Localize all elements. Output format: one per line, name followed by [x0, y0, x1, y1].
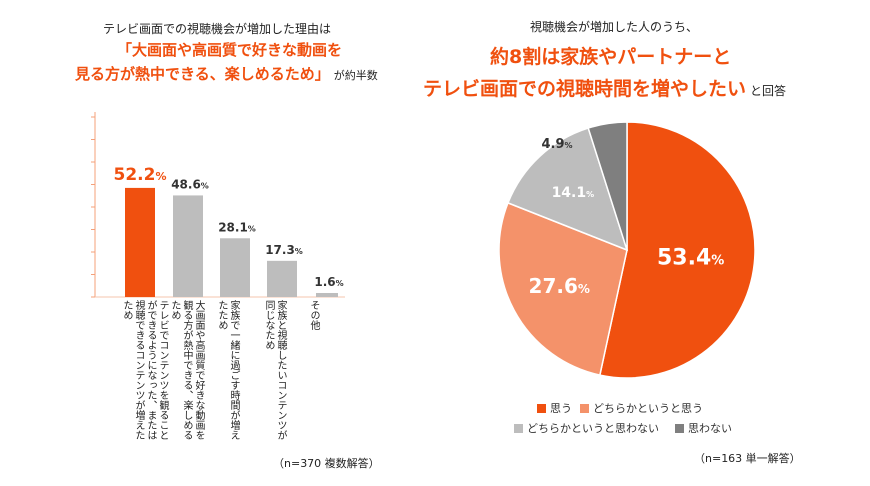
bar-value-label: 48.6% [171, 177, 209, 191]
legend-swatch [537, 403, 546, 413]
pie-title: 視聴機会が増加した人のうち、 [530, 20, 699, 34]
legend-swatch [580, 403, 589, 413]
bar-title-highlight-1: 「大画面や高画質で好きな動画を [117, 41, 343, 59]
pie-value-label: 4.9% [541, 137, 572, 152]
legend-label: 思う [550, 402, 572, 415]
bar-title-suffix: が約半数 [333, 69, 378, 82]
bar-title-highlight-2: 見る方が熱中できる、楽しめるため」 [75, 65, 330, 83]
bar-category-label: 大画面や高画質で好きな動画を観る方が熱中できる、楽しめるため [169, 300, 204, 440]
pie-title-highlight-1: 約8割は家族やパートナーと [490, 46, 732, 68]
bar [125, 187, 155, 297]
bar [173, 195, 203, 297]
pie-title-highlight-2: テレビ画面での視聴時間を増やしたい [423, 78, 747, 100]
bar-value-label: 52.2% [114, 165, 167, 185]
legend-swatch [514, 423, 523, 433]
bar [316, 293, 338, 297]
pie-title-suffix: と回答 [750, 84, 787, 98]
legend-item-3: 思わない [675, 420, 732, 436]
pie-value-label: 53.4% [657, 246, 724, 271]
legend-item-1: どちらかというと思う [580, 400, 703, 416]
pie-value-label: 14.1% [552, 185, 595, 201]
bar-value-label: 17.3% [265, 243, 303, 257]
bar-category-label: 家族で一緒に過ごす時間が増えたため [216, 300, 239, 440]
bar-title-line-2: 見る方が熱中できる、楽しめるため」 が約半数 [75, 63, 378, 84]
bar-category-label: テレビでコンテンツを観ることができるようになった、または視聴できるコンテンツが増… [121, 300, 168, 440]
legend-item-0: 思う [537, 400, 572, 416]
bar-category-label: 家族と視聴したいコンテンツが同じなため [263, 300, 286, 440]
pie-note: （n=163 単一解答） [694, 452, 801, 465]
bar-value-label: 1.6% [314, 275, 343, 289]
bar-note: （n=370 複数解答） [273, 457, 380, 470]
legend-label: 思わない [688, 422, 732, 435]
pie-title-line-2: テレビ画面での視聴時間を増やしたい と回答 [423, 74, 786, 101]
legend-item-2: どちらかというと思わない [514, 420, 659, 436]
legend-label: どちらかというと思わない [527, 422, 659, 435]
pie-slice [587, 121, 628, 251]
bar [220, 238, 250, 297]
bar-category-label: その他 [308, 300, 319, 330]
legend-label: どちらかというと思う [593, 402, 703, 415]
bar-value-label: 28.1% [218, 220, 256, 234]
bar-title: テレビ画面での視聴機会が増加した理由は [103, 22, 332, 36]
pie-value-label: 27.6% [529, 274, 590, 298]
legend-swatch [675, 423, 684, 433]
pie-slice [598, 121, 756, 379]
bar [267, 260, 297, 297]
pie-slice [498, 201, 628, 376]
